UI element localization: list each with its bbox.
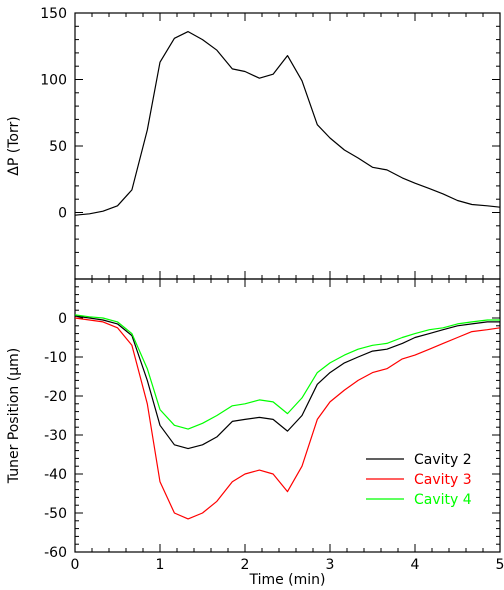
top-y-axis-label: ΔP (Torr) <box>6 116 22 175</box>
bottom-y-tick-label: -60 <box>44 545 67 561</box>
top-y-tick-label: 50 <box>49 139 67 155</box>
bottom-x-tick-label: 0 <box>71 557 80 573</box>
bottom-x-tick-label: 1 <box>156 557 165 573</box>
bottom-x-tick-label: 4 <box>411 557 420 573</box>
bottom-y-tick-label: -40 <box>44 467 67 483</box>
top-series-line-pressure <box>74 31 501 216</box>
bottom-y-tick-label: -20 <box>44 389 67 405</box>
top-y-tick-label: 100 <box>40 73 67 89</box>
bottom-series-line-cavity-3 <box>74 317 501 520</box>
legend-label-cavity-3: Cavity 3 <box>414 472 472 488</box>
top-y-tick-label: 0 <box>58 206 67 222</box>
bottom-x-tick-label: 5 <box>496 557 504 573</box>
top-plot-frame <box>74 12 501 280</box>
top-y-tick-label: 150 <box>40 6 67 22</box>
bottom-y-tick-label: -50 <box>44 506 67 522</box>
bottom-plot-frame <box>74 278 501 553</box>
bottom-x-axis-label: Time (min) <box>248 572 325 588</box>
legend-label-cavity-2: Cavity 2 <box>414 452 472 468</box>
bottom-x-tick-label: 3 <box>326 557 335 573</box>
bottom-x-tick-label: 2 <box>241 557 250 573</box>
bottom-y-axis-label: Tuner Position (μm) <box>6 348 22 484</box>
bottom-y-tick-label: -10 <box>44 350 67 366</box>
panel-pressure: 0 50 100 150 ΔP (Torr) <box>6 6 501 280</box>
bottom-y-tick-label: 0 <box>58 311 67 327</box>
legend-label-cavity-4: Cavity 4 <box>414 492 472 508</box>
panel-tuner-position: -60 -50 -40 -30 -20 -10 0 0 1 2 3 4 5 Tuner Position … <box>6 278 504 588</box>
bottom-series-line-cavity-2 <box>74 315 500 450</box>
bottom-y-tick-label: -30 <box>44 428 67 444</box>
bottom-series-line-cavity-4 <box>74 314 500 430</box>
